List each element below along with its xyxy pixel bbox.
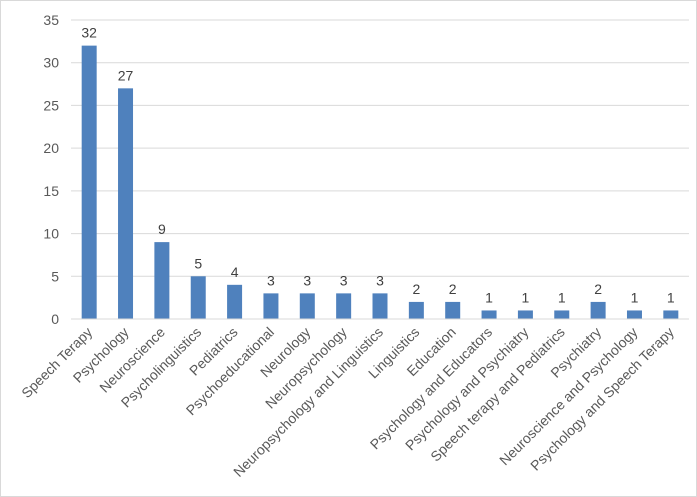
data-label: 27 [118,67,134,83]
data-label: 3 [376,272,384,288]
bar [263,293,279,319]
data-label: 3 [303,272,311,288]
bar [663,310,679,319]
y-tick-label: 0 [51,311,59,327]
bar [336,293,352,319]
data-label: 2 [412,281,420,297]
bar [190,276,206,319]
bar [299,293,315,319]
bars [81,45,679,319]
bar [227,284,243,319]
bar [372,293,388,319]
data-label: 1 [485,289,493,305]
data-label: 1 [558,289,566,305]
y-tick-label: 5 [51,268,59,284]
bar [118,88,134,319]
bar [554,310,570,319]
y-tick-label: 20 [43,140,59,156]
data-label: 2 [449,281,457,297]
bar [590,301,606,319]
bar [408,301,424,319]
x-axis-categories: Speech TerapyPsychologyNeurosciencePsych… [18,324,677,480]
data-label: 4 [231,264,239,280]
y-axis-ticks: 0 5 10 15 20 25 30 35 [43,12,59,327]
data-label: 9 [158,221,166,237]
data-label: 2 [594,281,602,297]
gridlines [71,19,689,277]
y-tick-label: 35 [43,12,59,28]
data-label: 1 [667,289,675,305]
y-tick-label: 10 [43,226,59,242]
bar [154,242,170,319]
bar [626,310,642,319]
data-label: 1 [522,289,530,305]
y-tick-label: 30 [43,55,59,71]
bar [445,301,461,319]
data-label: 3 [340,272,348,288]
data-label: 5 [194,255,202,271]
y-tick-label: 15 [43,183,59,199]
bar [481,310,497,319]
data-label: 1 [631,289,639,305]
bar [517,310,533,319]
data-label: 3 [267,272,275,288]
bar [81,45,97,319]
data-label: 32 [81,25,97,41]
y-tick-label: 25 [43,97,59,113]
